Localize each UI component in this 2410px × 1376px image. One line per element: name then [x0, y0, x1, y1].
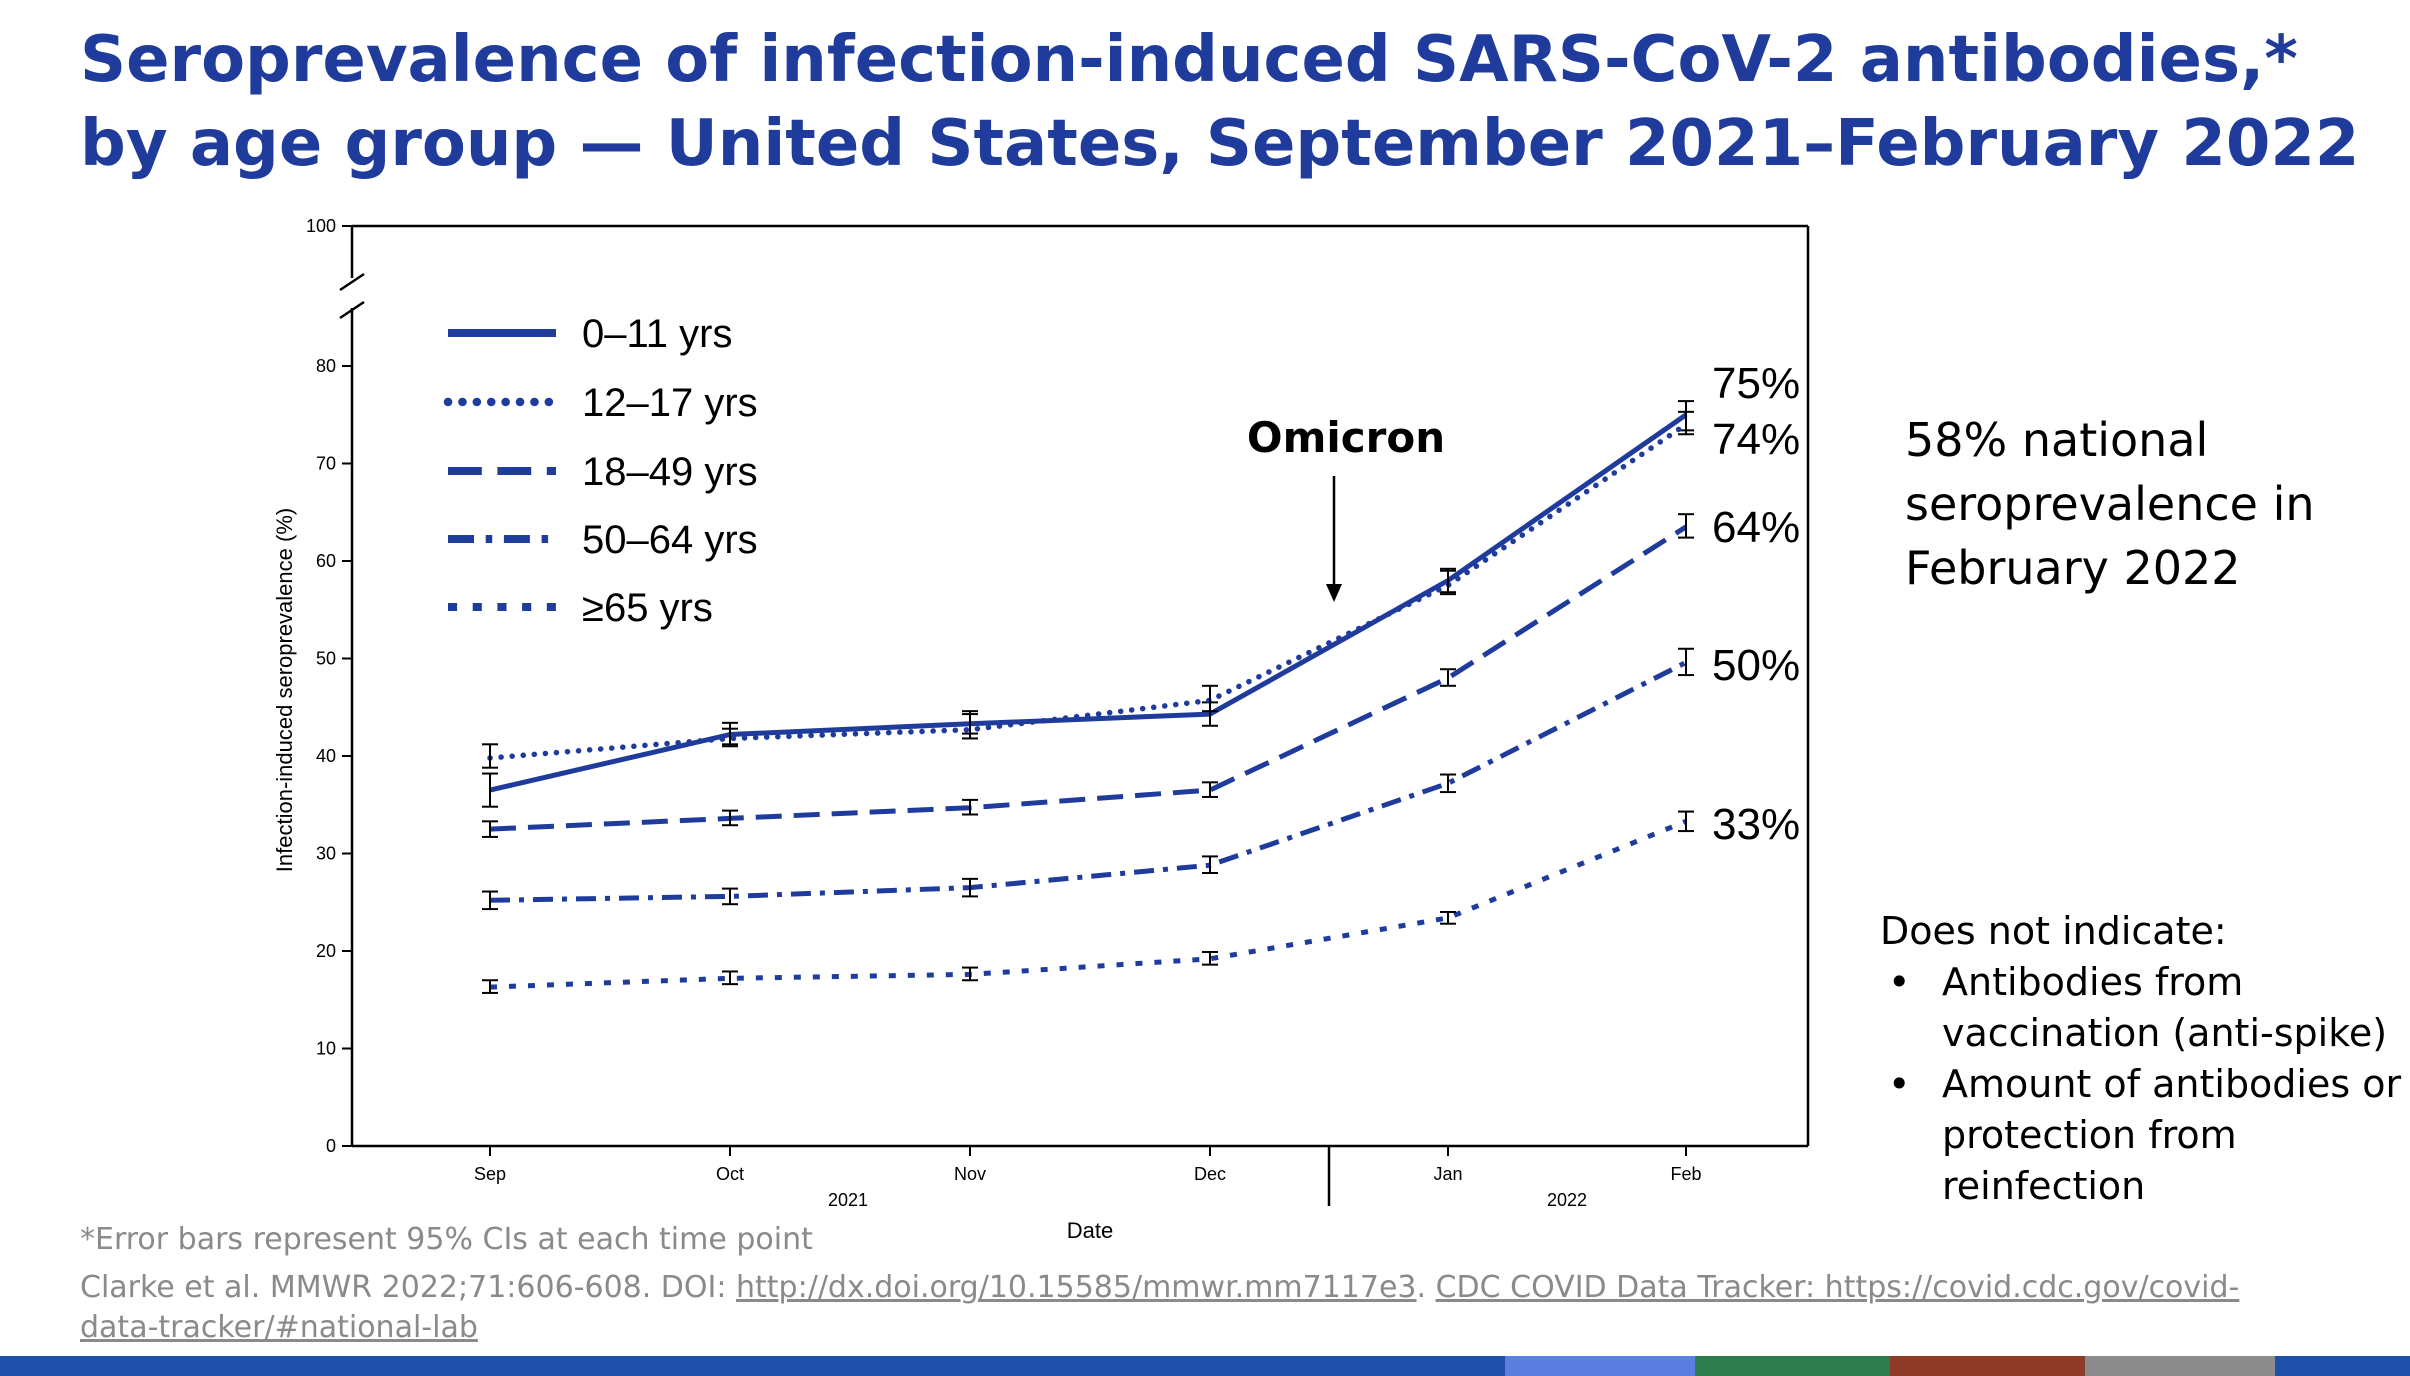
legend-label: 0–11 yrs	[582, 312, 732, 356]
limitations-item-text: Amount of antibodies or protection from …	[1942, 1062, 2402, 1208]
citation-prefix: Clarke et al. MMWR 2022;71:606-608. DOI:	[80, 1270, 737, 1305]
y-tick-label: 100	[306, 216, 336, 236]
x-axis-title: Date	[1067, 1218, 1113, 1243]
doi-link[interactable]: http://dx.doi.org/10.15585/mmwr.mm7117e3	[736, 1270, 1417, 1305]
x-tick-label: Feb	[1670, 1164, 1701, 1184]
year-label: 2022	[1547, 1190, 1587, 1210]
legend-label: ≥65 yrs	[582, 586, 713, 630]
axis-break-mark	[339, 272, 365, 292]
citation: Clarke et al. MMWR 2022;71:606-608. DOI:…	[80, 1268, 2280, 1348]
limitations-item: • Amount of antibodies or protection from…	[1880, 1059, 2410, 1212]
series-line	[489, 818, 1687, 990]
x-tick-label: Nov	[954, 1164, 986, 1184]
bottom-bar-segment	[1890, 1356, 2085, 1376]
y-tick-label: 70	[316, 454, 336, 474]
end-value-label: 33%	[1712, 800, 1800, 849]
y-tick-label: 10	[316, 1039, 336, 1059]
limitations-list: • Antibodies from vaccination (anti-spike…	[1880, 957, 2410, 1212]
chart-ticks: 0 10 20 30 40 50 60 70 80 100 Sep Oct Nov Dec Jan Feb 20…	[306, 216, 1702, 1210]
y-tick-label: 40	[316, 746, 336, 766]
end-value-label: 50%	[1712, 641, 1800, 690]
bullet-icon: •	[1888, 1062, 1911, 1106]
chart-legend: 0–11 yrs 12–17 yrs 18–49 yrs 50–64 yrs ≥65 y…	[443, 312, 758, 630]
end-value-label: 74%	[1712, 415, 1800, 464]
series-line	[487, 421, 1689, 761]
y-tick-label: 50	[316, 649, 336, 669]
legend-label: 18–49 yrs	[582, 450, 758, 494]
omicron-annotation-label: Omicron	[1247, 413, 1445, 462]
series-line	[489, 524, 1688, 832]
series-line	[489, 660, 1688, 903]
end-value-label: 64%	[1712, 503, 1800, 552]
series-group	[482, 410, 1694, 769]
series-group	[482, 513, 1694, 838]
bullet-icon: •	[1888, 960, 1911, 1004]
bottom-bar-segment	[2275, 1356, 2410, 1376]
limitations-item: • Antibodies from vaccination (anti-spike…	[1880, 957, 2410, 1059]
chart-axes	[339, 224, 1810, 1148]
bottom-bar-segment	[1695, 1356, 1890, 1376]
y-tick-label: 60	[316, 551, 336, 571]
bottom-bar-segment	[1505, 1356, 1695, 1376]
y-tick-label: 20	[316, 941, 336, 961]
y-tick-label: 80	[316, 356, 336, 376]
footnote: *Error bars represent 95% CIs at each ti…	[80, 1222, 813, 1257]
bottom-bar-segment	[2085, 1356, 2275, 1376]
omicron-arrowhead-icon	[1326, 584, 1342, 602]
bottom-color-bar	[0, 1356, 2410, 1376]
chart-labels: Date Infection-induced seroprevalence (%)…	[272, 359, 1800, 1243]
x-tick-label: Sep	[474, 1164, 506, 1184]
series-group	[482, 647, 1694, 911]
chart-series	[482, 400, 1694, 994]
series-group	[482, 810, 1694, 994]
x-tick-label: Oct	[716, 1164, 744, 1184]
limitations-heading: Does not indicate:	[1880, 909, 2227, 953]
data-tracker-link[interactable]: CDC COVID Data Tracker: https://covid.cd…	[80, 1270, 2240, 1345]
year-label: 2021	[828, 1190, 868, 1210]
y-tick-label: 0	[326, 1136, 336, 1156]
x-tick-label: Jan	[1433, 1164, 1462, 1184]
legend-label: 12–17 yrs	[582, 381, 758, 425]
limitations-box: Does not indicate: • Antibodies from vacc…	[1880, 906, 2410, 1212]
y-axis-title: Infection-induced seroprevalence (%)	[272, 508, 297, 872]
limitations-item-text: Antibodies from vaccination (anti-spike)	[1942, 960, 2388, 1055]
national-seroprevalence-note: 58% national seroprevalence in February …	[1905, 413, 2315, 595]
bottom-bar-segment	[0, 1356, 1505, 1376]
citation-separator: .	[1416, 1270, 1436, 1305]
legend-label: 50–64 yrs	[582, 518, 758, 562]
end-value-label: 75%	[1712, 359, 1800, 408]
y-tick-label: 30	[316, 844, 336, 864]
x-tick-label: Dec	[1194, 1164, 1226, 1184]
slide-title: Seroprevalence of infection-induced SARS…	[80, 23, 2360, 181]
axis-break-mark	[339, 300, 365, 320]
